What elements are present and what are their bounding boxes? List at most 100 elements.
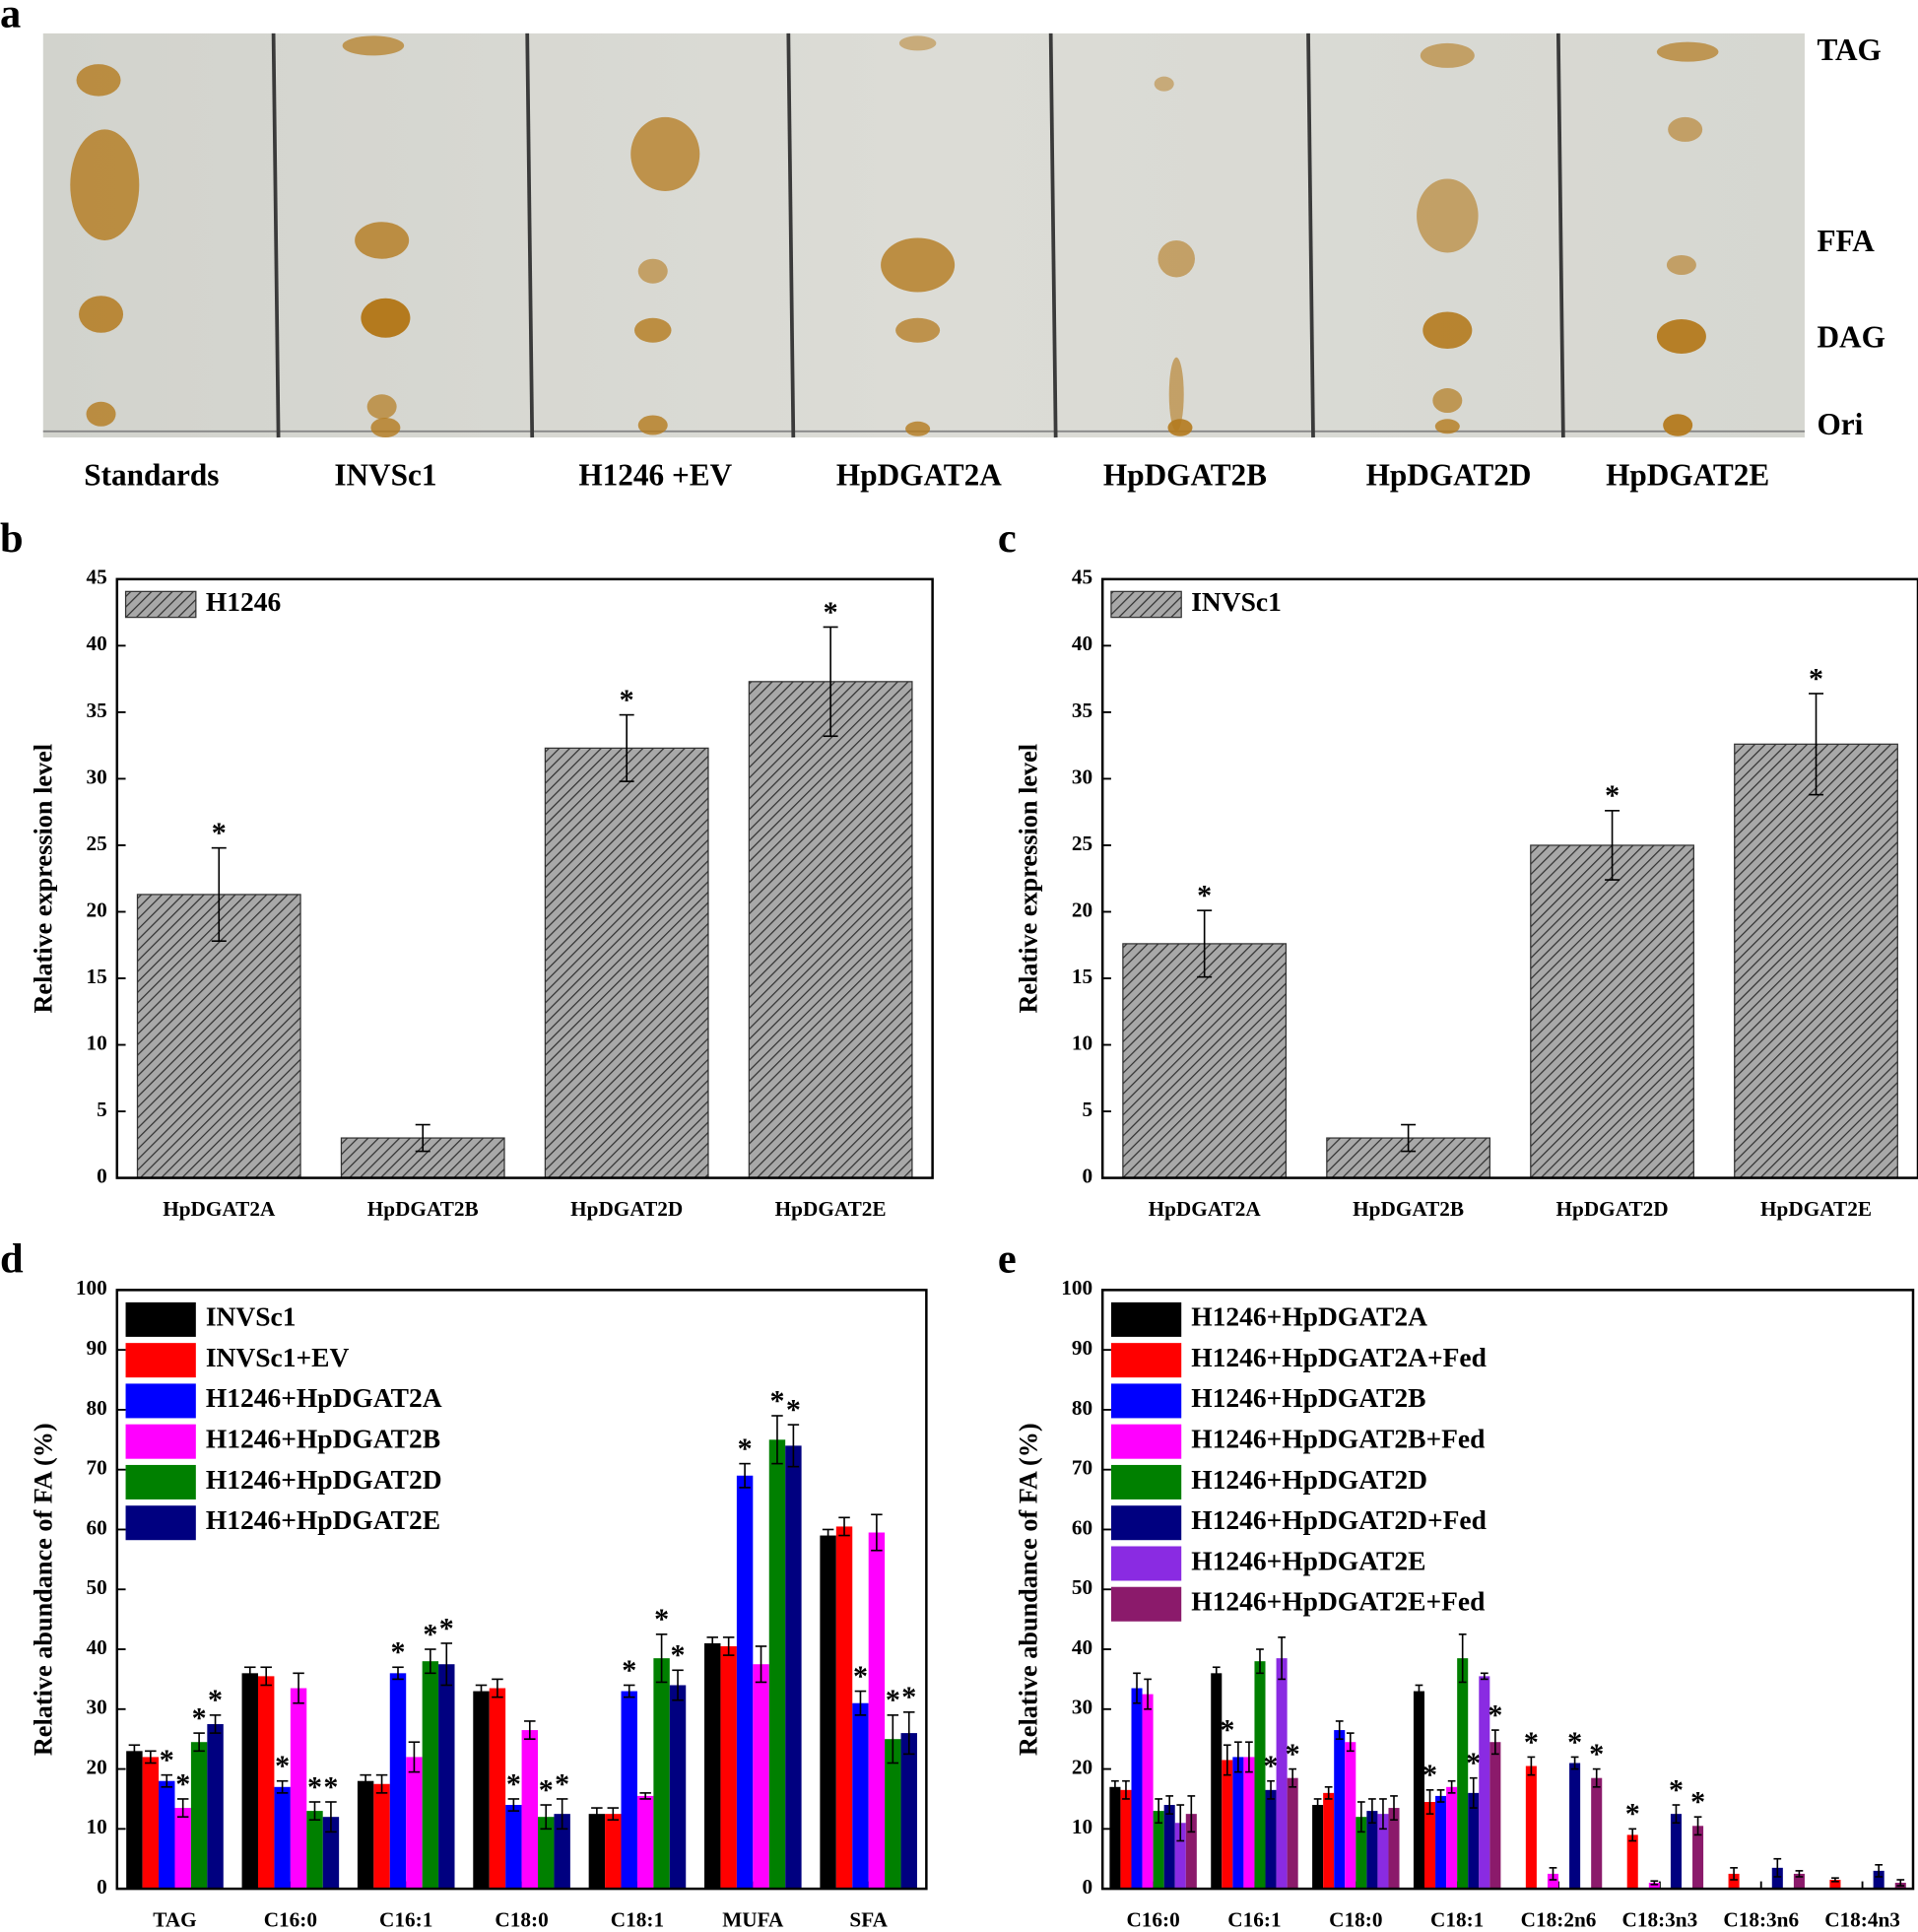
error-bar bbox=[672, 1669, 684, 1701]
tlc-spot bbox=[70, 129, 140, 240]
tlc-spot bbox=[1656, 41, 1719, 62]
error-bar bbox=[440, 1642, 453, 1687]
bar bbox=[159, 1780, 175, 1890]
chart-panel: d Relative abundance of FA (%) 0 10 20 30 40 50… bbox=[0, 1236, 928, 1932]
tlc-spot bbox=[361, 298, 411, 338]
legend-swatch bbox=[1110, 1505, 1182, 1541]
x-tick-label: HpDGAT2B bbox=[367, 1197, 479, 1221]
bar bbox=[704, 1642, 721, 1890]
band-label: TAG bbox=[1817, 33, 1881, 67]
significance-marker: * bbox=[208, 1684, 223, 1716]
bar bbox=[422, 1661, 439, 1890]
bar bbox=[1457, 1658, 1469, 1890]
significance-marker: * bbox=[1264, 1750, 1279, 1782]
error-bar bbox=[475, 1684, 488, 1699]
bar bbox=[1530, 844, 1694, 1179]
legend-label: H1246+HpDGAT2E bbox=[206, 1504, 440, 1535]
legend-label: H1246+HpDGAT2B bbox=[206, 1423, 440, 1453]
error-bar bbox=[375, 1773, 388, 1794]
bar bbox=[1413, 1691, 1424, 1890]
x-tick-label: HpDGAT2E bbox=[775, 1197, 887, 1221]
plot-frame bbox=[1100, 577, 1918, 1179]
significance-marker: * bbox=[275, 1750, 290, 1782]
tlc-spot bbox=[637, 415, 668, 435]
x-tick-label: HpDGAT2A bbox=[1149, 1197, 1262, 1221]
error-bar bbox=[1390, 1795, 1398, 1822]
bar bbox=[1489, 1742, 1501, 1890]
legend-swatch bbox=[125, 1383, 196, 1419]
y-tick-label: 10 bbox=[87, 1815, 107, 1838]
error-bar bbox=[1267, 1779, 1275, 1800]
bar bbox=[1122, 943, 1288, 1179]
lane-label: H1246 +EV bbox=[578, 457, 732, 492]
y-tick-label: 80 bbox=[87, 1396, 107, 1420]
legend-swatch bbox=[1110, 590, 1182, 619]
y-tick-label: 15 bbox=[1072, 965, 1092, 988]
lane-label: HpDGAT2A bbox=[836, 457, 1002, 492]
bar bbox=[669, 1685, 687, 1890]
error-bar bbox=[822, 1528, 834, 1543]
error-bar bbox=[507, 1798, 520, 1812]
error-bar bbox=[1480, 1672, 1488, 1681]
significance-marker: * bbox=[212, 817, 227, 849]
bar bbox=[1648, 1883, 1660, 1890]
bar bbox=[1287, 1777, 1298, 1890]
error-bar bbox=[293, 1672, 304, 1704]
bar bbox=[1591, 1777, 1603, 1890]
error-bar bbox=[415, 1123, 430, 1153]
error-bar bbox=[871, 1513, 883, 1552]
significance-marker: * bbox=[555, 1767, 569, 1800]
y-tick-label: 35 bbox=[87, 699, 107, 722]
bar bbox=[1569, 1763, 1581, 1890]
lane-divider bbox=[1306, 33, 1315, 438]
x-tick-label: MUFA bbox=[722, 1908, 784, 1932]
error-bar bbox=[771, 1415, 783, 1465]
plot-frame bbox=[115, 1289, 928, 1891]
lane-divider bbox=[525, 33, 535, 438]
chart-panel: e Relative abundance of FA (%) 0 10 20 30 40 50… bbox=[998, 1236, 1915, 1932]
error-bar bbox=[556, 1798, 568, 1831]
x-tick-label: C18:1 bbox=[1430, 1908, 1484, 1932]
significance-marker: * bbox=[1809, 662, 1823, 695]
panel-label: b bbox=[0, 515, 24, 562]
bar bbox=[1163, 1805, 1175, 1890]
significance-marker: * bbox=[439, 1612, 454, 1644]
error-bar bbox=[739, 1462, 751, 1489]
error-bar bbox=[1672, 1804, 1681, 1825]
legend-swatch bbox=[125, 1343, 196, 1378]
error-bar bbox=[1234, 1741, 1242, 1773]
x-tick-label: C18:3n6 bbox=[1723, 1908, 1799, 1932]
tlc-plate bbox=[42, 33, 1805, 438]
bar bbox=[1222, 1760, 1233, 1890]
lane-divider bbox=[1048, 33, 1058, 438]
bar bbox=[1692, 1826, 1704, 1890]
x-tick-label: C18:4n3 bbox=[1824, 1908, 1900, 1932]
y-tick-label: 25 bbox=[1072, 832, 1092, 855]
bar bbox=[306, 1811, 323, 1890]
y-tick-label: 100 bbox=[76, 1276, 107, 1299]
bar bbox=[505, 1805, 522, 1890]
bar bbox=[1388, 1808, 1400, 1890]
bar bbox=[1366, 1811, 1378, 1890]
tlc-spot bbox=[1157, 239, 1195, 278]
tlc-spot bbox=[1420, 42, 1475, 68]
legend-swatch bbox=[1110, 1343, 1182, 1378]
bar bbox=[174, 1808, 191, 1890]
bar bbox=[1334, 1730, 1346, 1890]
tlc-spot bbox=[342, 35, 405, 56]
significance-marker: * bbox=[1524, 1726, 1539, 1759]
tlc-spot bbox=[630, 116, 700, 191]
y-tick-label: 50 bbox=[87, 1575, 107, 1599]
tlc-spot bbox=[1417, 178, 1479, 253]
y-tick-label: 20 bbox=[1072, 898, 1092, 921]
bar bbox=[241, 1673, 258, 1890]
bar bbox=[1547, 1873, 1559, 1890]
y-tick-label: 10 bbox=[1072, 1031, 1092, 1054]
y-tick-label: 60 bbox=[87, 1515, 107, 1539]
bar bbox=[1323, 1792, 1335, 1890]
bar bbox=[1109, 1786, 1121, 1890]
bar bbox=[473, 1691, 490, 1890]
y-tick-label: 0 bbox=[97, 1875, 107, 1899]
band-label: Ori bbox=[1817, 407, 1863, 441]
